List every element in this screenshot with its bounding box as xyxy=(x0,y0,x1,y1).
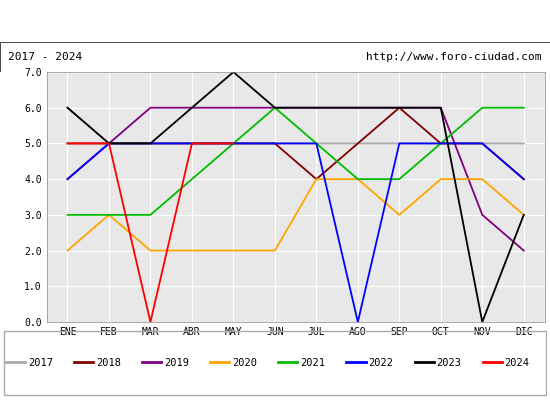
Text: 2021: 2021 xyxy=(300,358,325,368)
Text: 2017 - 2024: 2017 - 2024 xyxy=(8,52,82,62)
Text: 2018: 2018 xyxy=(96,358,121,368)
Text: http://www.foro-ciudad.com: http://www.foro-ciudad.com xyxy=(366,52,542,62)
Text: 2022: 2022 xyxy=(368,358,393,368)
Text: 2017: 2017 xyxy=(28,358,53,368)
Text: 2020: 2020 xyxy=(232,358,257,368)
Text: 2024: 2024 xyxy=(504,358,529,368)
Text: 2019: 2019 xyxy=(164,358,189,368)
Text: Evolucion del paro registrado en Benafigos: Evolucion del paro registrado en Benafig… xyxy=(111,14,439,28)
Text: 2023: 2023 xyxy=(436,358,461,368)
